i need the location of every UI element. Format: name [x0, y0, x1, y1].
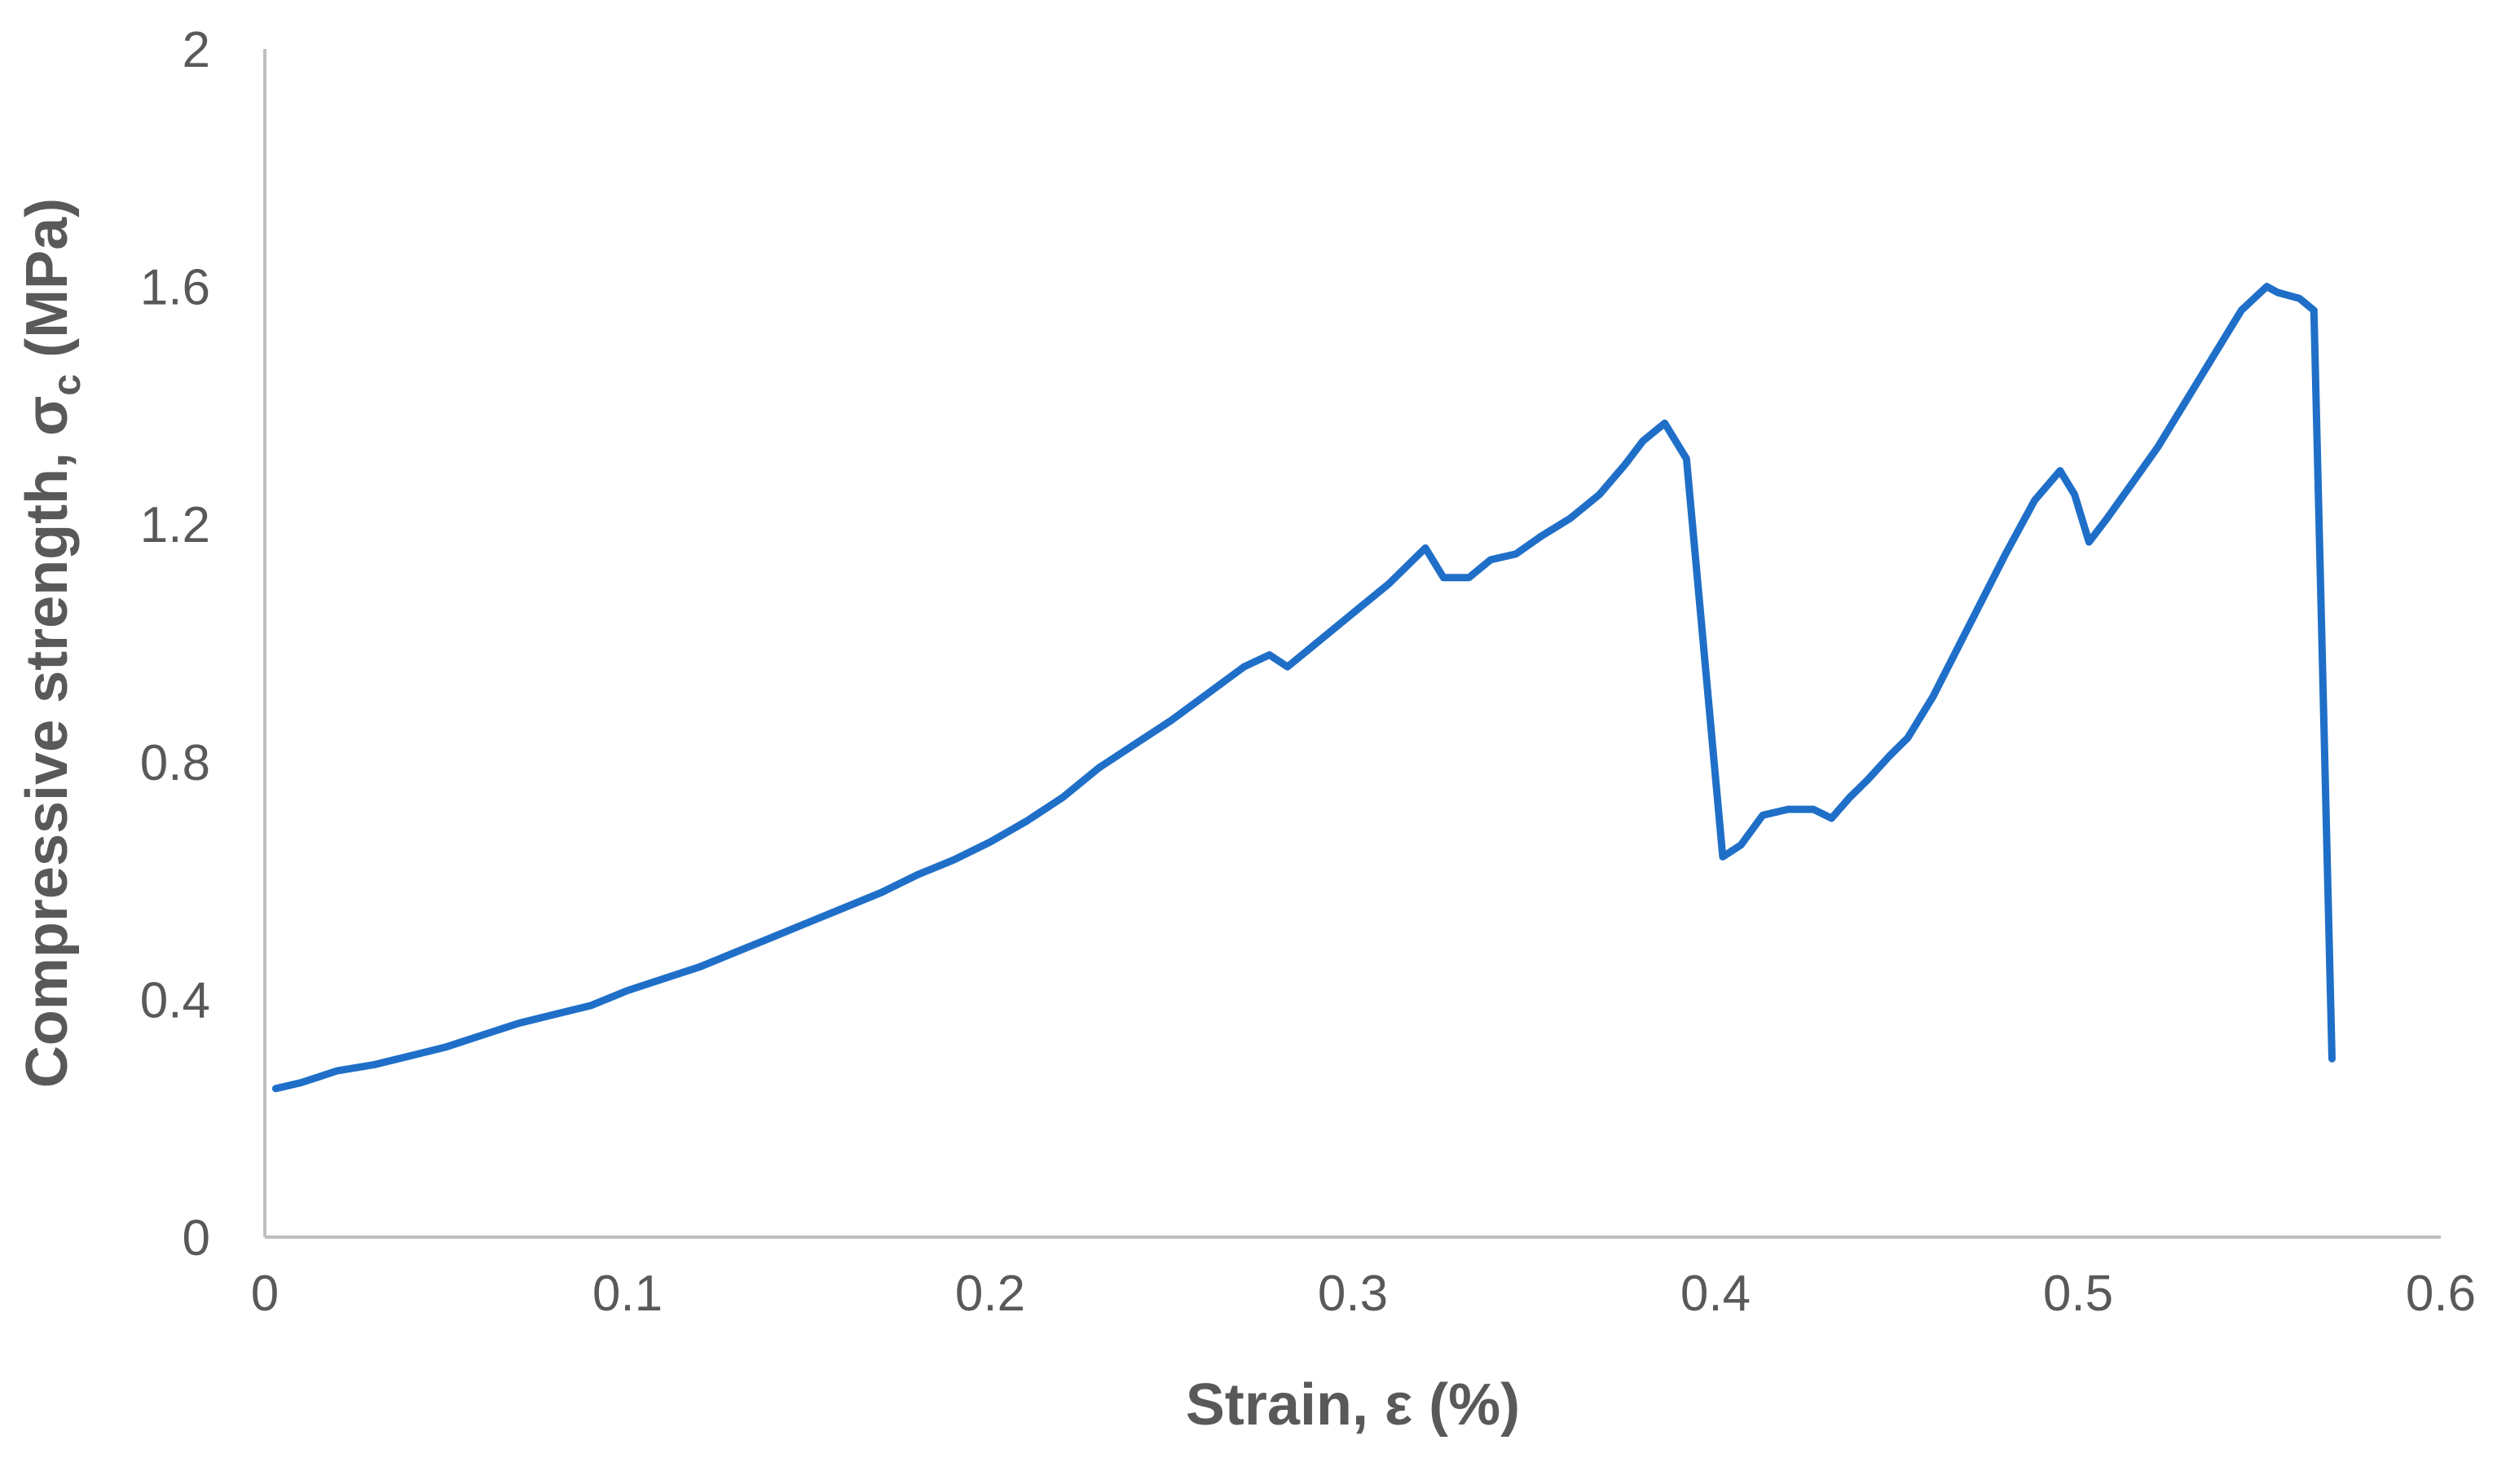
x-tick-label: 0.5 [2043, 1266, 2113, 1322]
x-tick-label: 0.2 [955, 1266, 1025, 1322]
y-axis-title-main: Compressive strength, σ [15, 396, 80, 1088]
x-tick-label: 0.6 [2406, 1266, 2476, 1322]
y-tick-label: 0.8 [140, 735, 210, 791]
y-axis-title-subscript: c [46, 374, 89, 396]
y-axis-title: Compressive strength, σc (MPa) [15, 198, 89, 1088]
y-tick-label: 1.6 [140, 260, 210, 316]
x-tick-labels: 0 0.1 0.2 0.3 0.4 0.5 0.6 [251, 1266, 2476, 1322]
series-line [271, 283, 2336, 1093]
y-tick-labels: 0 0.4 0.8 1.2 1.6 2 [140, 22, 210, 1266]
series-group [271, 283, 2336, 1093]
x-tick-label: 0 [251, 1266, 279, 1322]
y-tick-label: 0.4 [140, 972, 210, 1028]
y-tick-label: 1.2 [140, 497, 210, 553]
x-tick-label: 0.3 [1318, 1266, 1388, 1322]
y-tick-label: 0 [183, 1210, 210, 1266]
x-tick-label: 0.1 [592, 1266, 663, 1322]
axes [263, 49, 2441, 1239]
y-tick-label: 2 [183, 22, 210, 78]
x-axis-title: Strain, ε (%) [1186, 1372, 1520, 1438]
y-axis-title-unit: (MPa) [15, 198, 80, 374]
x-tick-label: 0.4 [1680, 1266, 1751, 1322]
